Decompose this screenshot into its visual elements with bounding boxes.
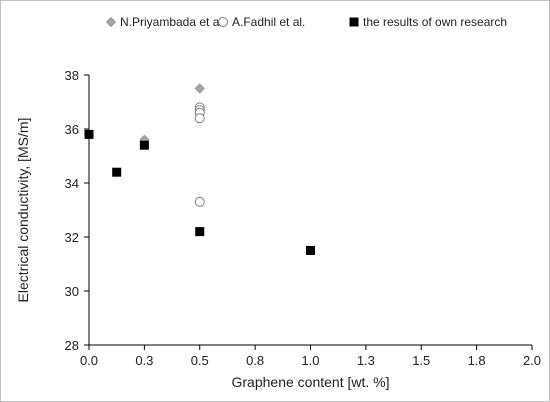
data-point <box>194 196 205 207</box>
y-tick-label: 38 <box>65 68 79 83</box>
y-ticks: 28 30 32 34 36 38 <box>65 68 89 353</box>
legend-item: the results of own research <box>349 15 507 29</box>
legend-item: A.Fadhil et al. <box>218 15 305 29</box>
data-point <box>306 246 315 255</box>
data-points <box>83 83 315 255</box>
x-tick-label: 0.5 <box>191 353 209 368</box>
x-axis-title: Graphene content [wt. %] <box>232 374 390 390</box>
y-tick-label: 32 <box>65 230 79 245</box>
y-tick-label: 30 <box>65 284 79 299</box>
y-tick-label: 36 <box>65 122 79 137</box>
y-tick-label: 28 <box>65 338 79 353</box>
x-tick-label: 2.0 <box>523 353 541 368</box>
legend-marker <box>105 16 117 28</box>
legend-marker <box>218 17 228 27</box>
legend-label: N.Priyambada et al. <box>120 15 225 29</box>
data-point <box>139 140 149 150</box>
x-tick-label: 0.0 <box>80 353 98 368</box>
legend-label: A.Fadhil et al. <box>232 15 305 29</box>
x-tick-label: 1.0 <box>301 353 319 368</box>
data-point <box>112 167 122 177</box>
y-tick-label: 34 <box>65 176 79 191</box>
x-tick-label: 1.8 <box>468 353 486 368</box>
legend: N.Priyambada et al. A.Fadhil et al. the re… <box>105 15 507 29</box>
x-tick-label: 0.8 <box>246 353 264 368</box>
x-tick-label: 0.3 <box>135 353 153 368</box>
legend-marker <box>349 17 359 27</box>
axes <box>88 75 532 346</box>
data-point <box>194 83 205 94</box>
series-2 <box>194 102 205 207</box>
data-point <box>84 129 94 139</box>
x-tick-label: 1.3 <box>357 353 375 368</box>
data-point <box>195 227 205 237</box>
y-axis-title: Electrical conductivity, [MS/m] <box>15 118 31 303</box>
data-point <box>194 113 205 124</box>
series-3 <box>84 129 315 255</box>
series-1 <box>83 83 205 145</box>
x-ticks: 0.0 0.3 0.5 0.8 1.0 1.3 1.5 1.8 2.0 <box>80 345 541 368</box>
legend-label: the results of own research <box>363 15 507 29</box>
x-tick-label: 1.5 <box>412 353 430 368</box>
legend-item: N.Priyambada et al. <box>105 15 225 29</box>
